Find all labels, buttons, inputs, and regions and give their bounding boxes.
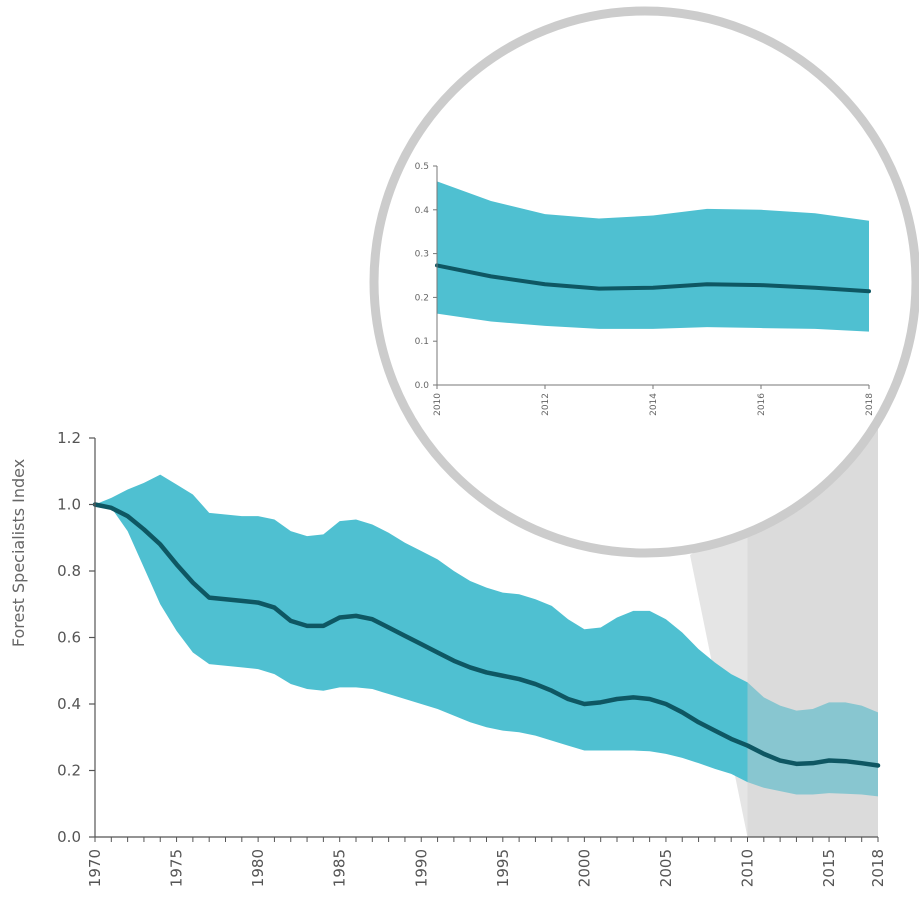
- y-tick-label: 0.2: [57, 762, 81, 780]
- inset-band-area: [437, 181, 869, 332]
- y-tick-label: 1.0: [57, 496, 81, 514]
- inset-x-tick-label: 2018: [865, 393, 875, 416]
- y-tick-label: 0.0: [57, 828, 81, 846]
- inset-x-tick-label: 2016: [757, 393, 767, 416]
- confidence-band-area: [95, 474, 878, 797]
- x-tick-label: 2018: [869, 849, 887, 887]
- inset-confidence-band: [437, 181, 869, 332]
- inset-x-tick-label: 2010: [433, 393, 443, 416]
- x-tick-label: 1970: [86, 849, 104, 887]
- x-tick-label: 1975: [168, 849, 186, 887]
- y-tick-label: 0.6: [57, 629, 81, 647]
- inset-x-tick-label: 2014: [649, 393, 659, 416]
- main-x-axis: 1970 1975 1980 1985 1990 1995 2000 2005 2010 2015…: [86, 836, 887, 887]
- y-tick-label: 1.2: [57, 429, 81, 447]
- inset-y-tick-label: 0.1: [415, 337, 429, 347]
- inset-y-tick-label: 0.2: [415, 293, 429, 303]
- main-index-line: [92, 502, 881, 768]
- inset-line-path: [435, 263, 871, 294]
- inset-y-tick-label: 0.4: [415, 206, 430, 216]
- inset-y-axis: 0.0 0.1 0.2 0.3 0.4 0.5: [415, 162, 438, 391]
- x-tick-label: 1980: [249, 849, 267, 887]
- x-tick-label: 1995: [494, 849, 512, 887]
- y-axis-label: Forest Specialists Index: [9, 459, 28, 647]
- y-tick-label: 0.8: [57, 562, 81, 580]
- inset-y-tick-label: 0.3: [415, 250, 429, 260]
- x-tick-label: 1990: [412, 849, 430, 887]
- index-line: [92, 502, 881, 768]
- main-y-axis: 0.0 0.2 0.4 0.6 0.8 1.0 1.2: [57, 429, 96, 846]
- inset-y-tick-label: 0.0: [415, 381, 430, 391]
- inset-x-tick-label: 2012: [541, 393, 551, 416]
- y-tick-label: 0.4: [57, 695, 81, 713]
- x-tick-label: 2000: [575, 849, 593, 887]
- inset-index-line: [435, 263, 871, 294]
- x-tick-label: 2015: [820, 849, 838, 887]
- x-tick-label: 2005: [657, 849, 675, 887]
- x-tick-label: 2010: [739, 849, 757, 887]
- inset-y-tick-label: 0.5: [415, 162, 429, 172]
- inset-x-axis: 2010 2012 2014 2016 2018: [433, 384, 875, 416]
- x-tick-label: 1985: [331, 849, 349, 887]
